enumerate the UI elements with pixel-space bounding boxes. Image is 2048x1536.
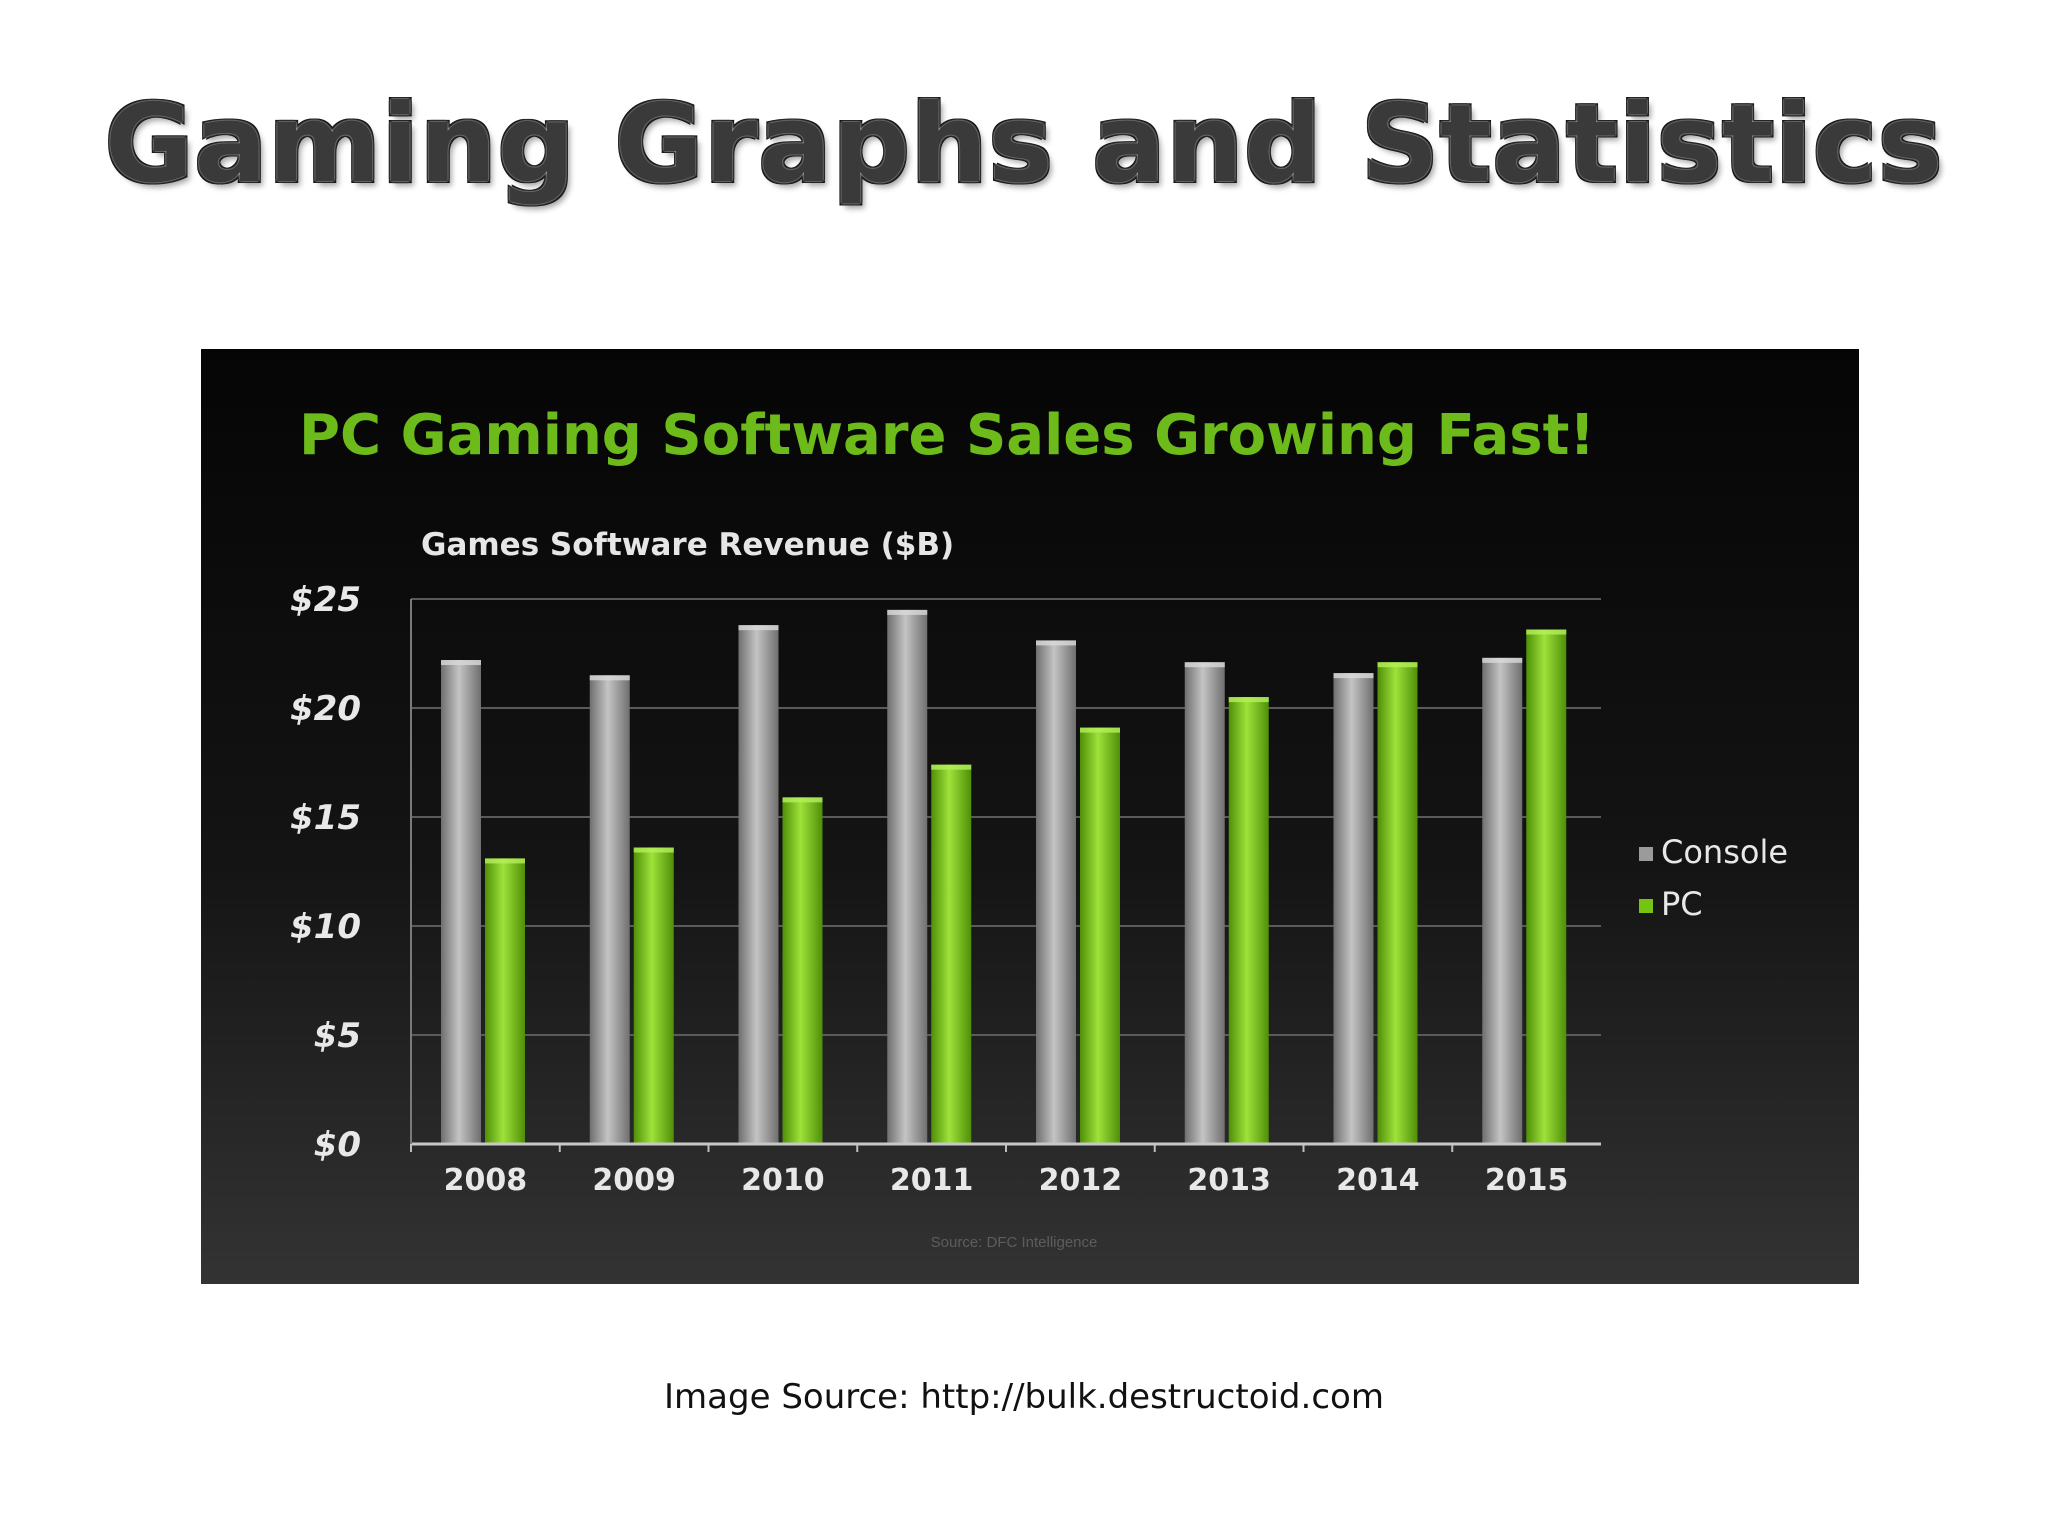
pc-bar [782, 797, 823, 1144]
pc-bar [1526, 629, 1567, 1144]
source-note: Source: DFC Intelligence [931, 1234, 1098, 1251]
legend-swatch [1639, 847, 1653, 861]
console-bar-cap [1184, 662, 1225, 668]
x-tick-label: 2008 [444, 1163, 528, 1198]
pc-bar [1377, 662, 1418, 1144]
pc-bar-cap [1228, 697, 1269, 703]
pc-bar [931, 764, 972, 1144]
pc-bar-cap [485, 858, 525, 864]
y-tick-label: $20 [290, 689, 361, 729]
pc-bar [1228, 697, 1269, 1144]
chart-title: PC Gaming Software Sales Growing Fast! [299, 403, 1595, 468]
console-bar-cap [441, 660, 481, 666]
console-bar [1482, 657, 1523, 1144]
pc-bar [485, 858, 525, 1144]
console-bar-cap [1036, 640, 1076, 646]
console-bar [738, 625, 779, 1144]
console-bar [1333, 673, 1374, 1144]
console-bar-cap [1482, 657, 1523, 663]
legend-label: Console [1661, 833, 1788, 871]
pc-bar-cap [931, 764, 972, 770]
console-bar [887, 609, 928, 1144]
image-source-caption: Image Source: http://bulk.destructoid.co… [664, 1377, 1384, 1417]
console-bar [1036, 640, 1076, 1144]
x-tick-label: 2012 [1039, 1163, 1123, 1198]
console-bar [441, 660, 481, 1144]
console-bar [589, 675, 630, 1144]
gridlines [411, 598, 1601, 1036]
x-tick-label: 2014 [1336, 1163, 1420, 1198]
pc-bar-cap [1080, 727, 1120, 733]
pc-bar-cap [633, 847, 674, 853]
legend-swatch [1639, 899, 1653, 913]
y-tick-label: $10 [290, 907, 361, 947]
legend: Console PC [1639, 833, 1788, 923]
console-bar-cap [738, 625, 779, 631]
x-tick-label: 2013 [1187, 1163, 1271, 1198]
console-bar-cap [589, 675, 630, 681]
x-tick-label: 2015 [1485, 1163, 1569, 1198]
pc-bar-cap [1526, 629, 1567, 635]
pc-bar-cap [1377, 662, 1418, 668]
pc-bar-cap [782, 797, 823, 803]
axes: $0 $5 $10 $15 $20 $25 2008 2009 2010 2011 2012 2013… [290, 580, 1601, 1198]
chart-subtitle: Games Software Revenue ($B) [421, 527, 954, 563]
chart-panel: PC Gaming Software Sales Growing Fast! G… [201, 349, 1859, 1284]
legend-label: PC [1661, 885, 1703, 923]
y-tick-label: $5 [314, 1016, 361, 1056]
y-tick-label: $15 [290, 798, 361, 838]
x-tick-label: 2009 [592, 1163, 676, 1198]
y-tick-label: $25 [290, 580, 361, 620]
bars [441, 609, 1567, 1144]
console-bar [1184, 662, 1225, 1144]
bar-chart: PC Gaming Software Sales Growing Fast! G… [290, 403, 1788, 1251]
x-tick-label: 2011 [890, 1163, 974, 1198]
pc-bar [1080, 727, 1120, 1144]
pc-bar [633, 847, 674, 1144]
y-tick-label: $0 [314, 1125, 361, 1165]
x-tick-label: 2010 [741, 1163, 825, 1198]
slide-title: Gaming Graphs and Statistics [104, 82, 1944, 207]
console-bar-cap [1333, 673, 1374, 679]
console-bar-cap [887, 609, 928, 615]
